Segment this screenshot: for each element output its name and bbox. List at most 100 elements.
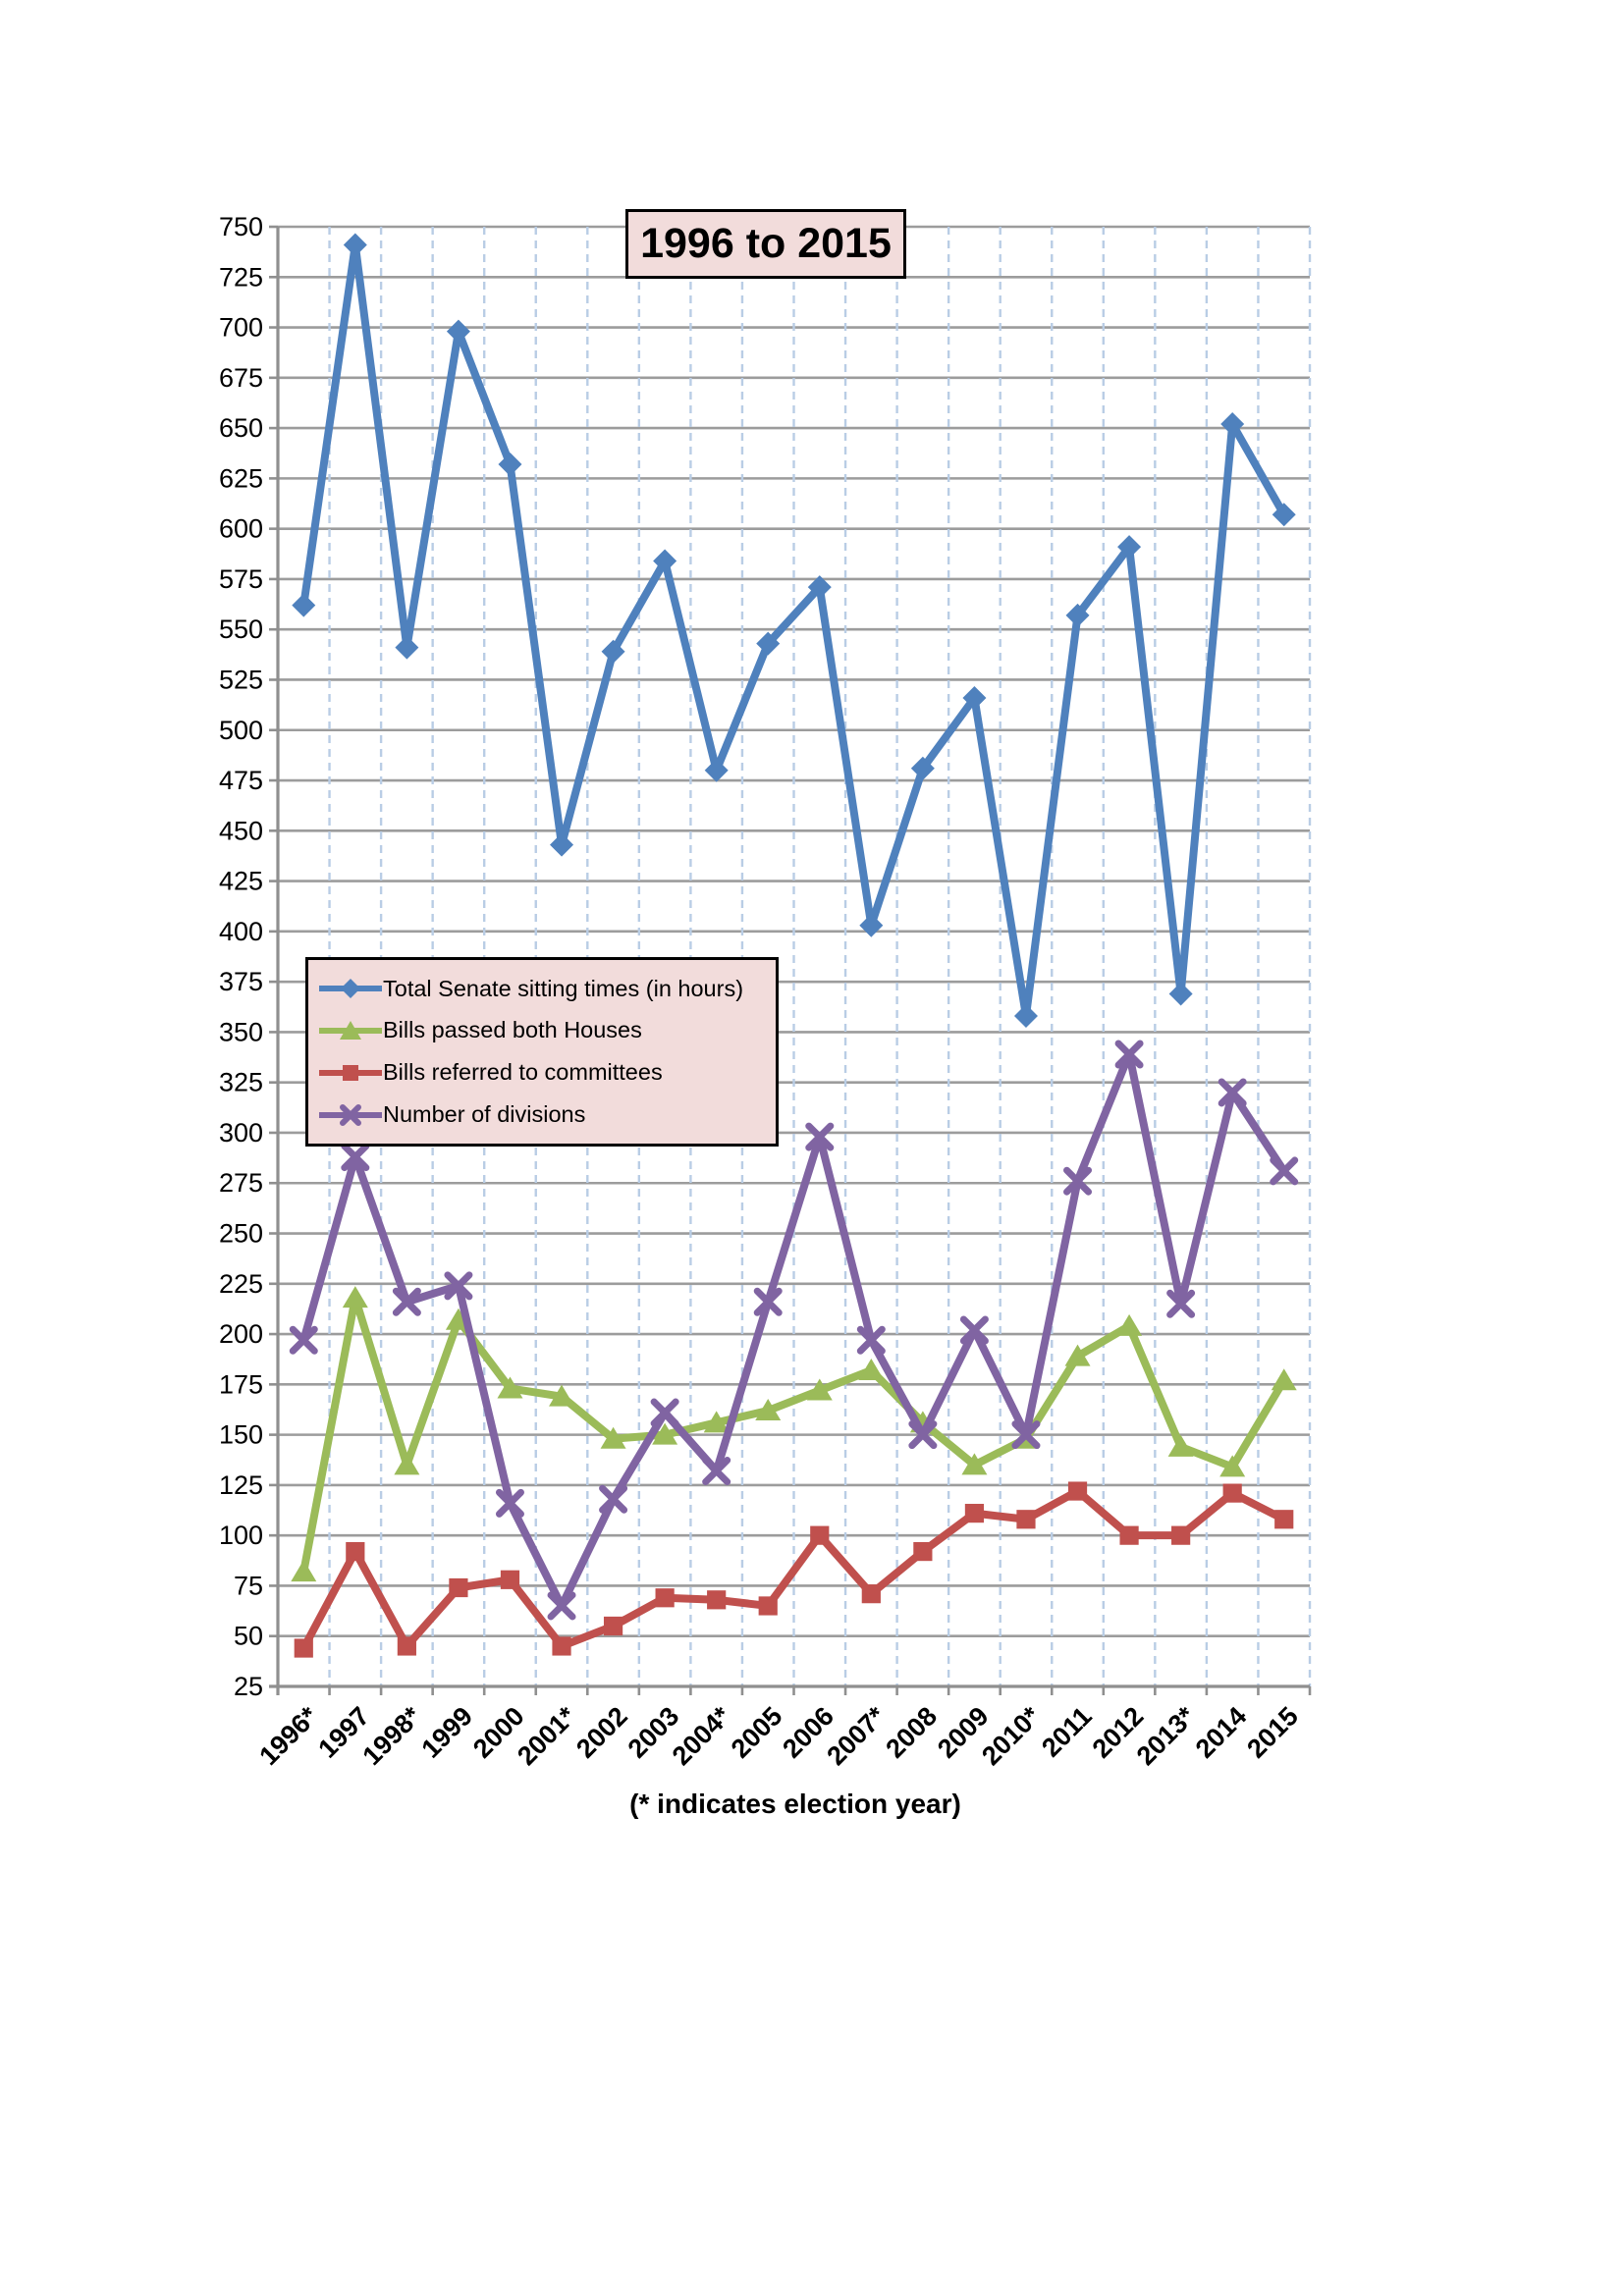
series-total-senate-sitting-times-in-hours-diamond-marker (1065, 603, 1090, 627)
y-axis-tick-label: 625 (219, 463, 263, 493)
series-number-of-divisions-x-marker (753, 1287, 783, 1316)
y-axis-tick-label: 450 (219, 816, 263, 845)
legend-item-sitting-times: Total Senate sitting times (in hours) (318, 976, 768, 1001)
series-total-senate-sitting-times-in-hours-diamond-marker (962, 685, 987, 710)
series-bills-referred-to-committees-square-marker (964, 1504, 985, 1523)
series-number-of-divisions-x-marker (908, 1420, 938, 1450)
y-axis-tick-label: 200 (219, 1319, 263, 1349)
x-axis-label: 2011 (1036, 1701, 1098, 1763)
y-axis-tick-label: 25 (234, 1672, 263, 1701)
series-bills-referred-to-committees-square-marker (913, 1541, 933, 1562)
series-bills-passed-both-houses-triangle-marker (858, 1358, 885, 1380)
series-total-senate-sitting-times-in-hours-diamond-marker (601, 639, 625, 664)
y-axis-tick-label: 375 (219, 967, 263, 996)
legend-item-label: Total Senate sitting times (in hours) (383, 975, 744, 1001)
y-axis-tick-label: 175 (219, 1369, 263, 1399)
series-total-senate-sitting-times-in-hours-diamond-marker (859, 913, 884, 937)
series-bills-referred-to-committees-square-marker (552, 1636, 571, 1656)
series-bills-passed-both-houses-triangle-marker (1116, 1313, 1143, 1336)
series-bills-referred-to-committees-square-marker (449, 1577, 468, 1598)
series-total-senate-sitting-times-in-hours-diamond-marker (807, 575, 832, 600)
y-axis-tick-label: 275 (219, 1168, 263, 1198)
y-axis-tick-label: 100 (219, 1521, 263, 1550)
series-bills-referred-to-committees-square-marker (1119, 1525, 1139, 1545)
y-axis-tick-label: 325 (219, 1068, 263, 1097)
y-axis-tick-label: 425 (219, 867, 263, 896)
series-total-senate-sitting-times-in-hours-diamond-marker (1220, 412, 1245, 437)
series-bills-passed-both-houses-triangle-marker (806, 1378, 833, 1401)
x-axis-label: 2005 (726, 1701, 788, 1764)
series-bills-passed-both-houses-triangle-marker (1064, 1344, 1091, 1366)
series-total-senate-sitting-times-in-hours-diamond-marker (1168, 982, 1193, 1006)
series-number-of-divisions-x-marker (341, 1143, 370, 1172)
series-bills-passed-both-houses-triangle-marker (291, 1560, 317, 1582)
series-bills-passed-both-houses-triangle-marker (755, 1399, 782, 1421)
series-total-senate-sitting-times-in-hours-diamond-marker (395, 635, 419, 660)
series-bills-passed-both-houses-triangle-marker (1271, 1368, 1297, 1391)
series-bills-referred-to-committees-square-marker (707, 1590, 727, 1610)
series-total-senate-sitting-times-in-hours-diamond-marker (550, 832, 574, 857)
series-bills-passed-both-houses-triangle-marker (342, 1286, 368, 1308)
series-number-of-divisions-x-marker (702, 1457, 731, 1486)
series-number-of-divisions-x-marker (495, 1488, 524, 1518)
series-bills-passed-both-houses-triangle-marker (1219, 1455, 1246, 1477)
series-total-senate-sitting-times-in-hours-diamond-marker (498, 453, 522, 477)
y-axis-tick-label: 675 (219, 363, 263, 393)
legend-item-bills-referred: Bills referred to committees (318, 1060, 768, 1086)
x-axis-label: 2014 (1190, 1701, 1253, 1764)
series-total-senate-sitting-times-in-hours-diamond-marker (446, 319, 470, 344)
legend-item-label: Bills referred to committees (383, 1059, 663, 1086)
series-bills-passed-both-houses-triangle-marker (1167, 1434, 1194, 1457)
series-bills-passed-both-houses-triangle-marker (549, 1384, 575, 1407)
series-number-of-divisions-x-marker (444, 1271, 473, 1301)
series-bills-referred-to-committees-square-marker (500, 1570, 520, 1589)
series-bills-referred-to-committees-square-marker (294, 1638, 313, 1658)
series-bills-referred-to-committees-square-marker (397, 1636, 416, 1656)
legend-item-bills-passed: Bills passed both Houses (318, 1018, 768, 1043)
series-total-senate-sitting-times-in-hours-diamond-marker (756, 631, 781, 656)
series-total-senate-sitting-times-in-hours-diamond-marker (1117, 535, 1142, 560)
y-axis-tick-label: 475 (219, 766, 263, 795)
series-number-of-divisions-x-marker (650, 1398, 679, 1427)
legend-marker-square-icon (318, 1060, 383, 1086)
series-bills-referred-to-committees-square-marker (1016, 1510, 1036, 1529)
series-bills-referred-to-committees-square-marker (1067, 1481, 1088, 1501)
y-axis-tick-label: 75 (234, 1571, 263, 1600)
series-number-of-divisions-x-marker (599, 1484, 628, 1514)
x-axis-label: 2008 (880, 1701, 943, 1764)
series-bills-referred-to-committees-square-marker (346, 1541, 365, 1562)
series-number-of-divisions-x-marker (1270, 1156, 1299, 1186)
series-total-senate-sitting-times-in-hours-diamond-marker (292, 593, 316, 617)
series-total-senate-sitting-times-in-hours-diamond-marker (1272, 503, 1296, 527)
legend-marker-x-icon (318, 1102, 383, 1128)
chart-legend: Total Senate sitting times (in hours) Bi… (305, 957, 779, 1147)
series-number-of-divisions-x-marker (1011, 1420, 1041, 1450)
y-axis-tick-label: 725 (219, 262, 263, 292)
series-bills-referred-to-committees-square-marker (1222, 1483, 1242, 1503)
y-axis-tick-label: 600 (219, 514, 263, 544)
series-bills-referred-to-committees-square-marker (861, 1584, 881, 1604)
legend-item-label: Bills passed both Houses (383, 1017, 642, 1043)
x-axis-label: 2015 (1241, 1701, 1304, 1764)
series-bills-referred-to-committees-square-marker (1274, 1510, 1294, 1529)
x-axis-label: 1998* (356, 1701, 426, 1771)
y-axis-tick-label: 350 (219, 1017, 263, 1046)
series-number-of-divisions-x-marker (856, 1325, 886, 1355)
legend-item-divisions: Number of divisions (318, 1102, 768, 1128)
y-axis-tick-label: 250 (219, 1219, 263, 1249)
legend-marker-triangle-icon (318, 1018, 383, 1043)
series-bills-passed-both-houses-triangle-marker (600, 1426, 626, 1449)
series-number-of-divisions-x-marker (959, 1315, 989, 1345)
y-axis-tick-label: 525 (219, 665, 263, 694)
series-number-of-divisions-x-marker (1114, 1040, 1144, 1069)
series-number-of-divisions-x-marker (1166, 1289, 1196, 1318)
series-total-senate-sitting-times-in-hours-diamond-marker (704, 758, 729, 782)
y-axis-tick-label: 700 (219, 313, 263, 343)
y-axis-tick-label: 550 (219, 614, 263, 644)
series-bills-referred-to-committees-square-marker (603, 1616, 623, 1636)
series-bills-passed-both-houses-triangle-marker (961, 1453, 988, 1475)
chart-title-box: 1996 to 2015 (625, 209, 906, 279)
legend-marker-diamond-icon (318, 976, 383, 1001)
x-axis-label: 1996* (253, 1701, 323, 1771)
